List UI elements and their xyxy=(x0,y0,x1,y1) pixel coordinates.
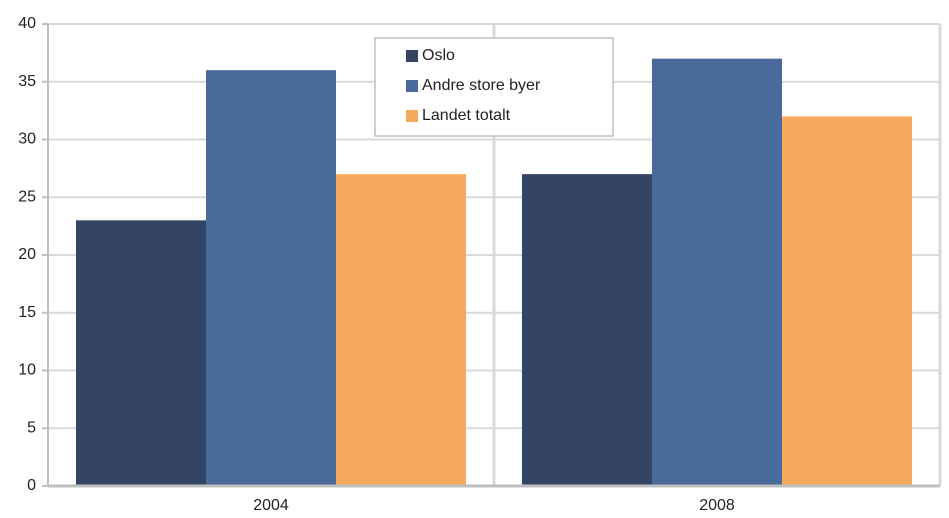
legend-label: Landet totalt xyxy=(422,107,511,124)
legend-swatch xyxy=(406,80,418,92)
y-tick-label: 10 xyxy=(18,362,36,379)
legend-swatch xyxy=(406,110,418,122)
bar xyxy=(206,70,336,486)
bar xyxy=(652,58,782,487)
y-tick-label: 35 xyxy=(18,73,36,90)
y-tick-label: 5 xyxy=(27,419,36,436)
y-tick-label: 40 xyxy=(18,15,36,32)
bar xyxy=(782,116,912,487)
y-tick-label: 15 xyxy=(18,304,36,321)
y-tick-label: 25 xyxy=(18,188,36,205)
legend-swatch xyxy=(406,50,418,62)
x-tick-label: 2004 xyxy=(253,497,289,514)
legend-label: Andre store byer xyxy=(422,77,541,94)
bar xyxy=(76,220,206,486)
legend-label: Oslo xyxy=(422,47,455,64)
legend: Oslo Andre store byer Landet totalt xyxy=(374,37,614,137)
y-tick-label: 0 xyxy=(27,477,36,494)
y-tick-label: 20 xyxy=(18,246,36,263)
bar xyxy=(336,174,466,486)
bar xyxy=(522,174,652,486)
x-tick-label: 2008 xyxy=(699,497,735,514)
y-tick-label: 30 xyxy=(18,131,36,148)
